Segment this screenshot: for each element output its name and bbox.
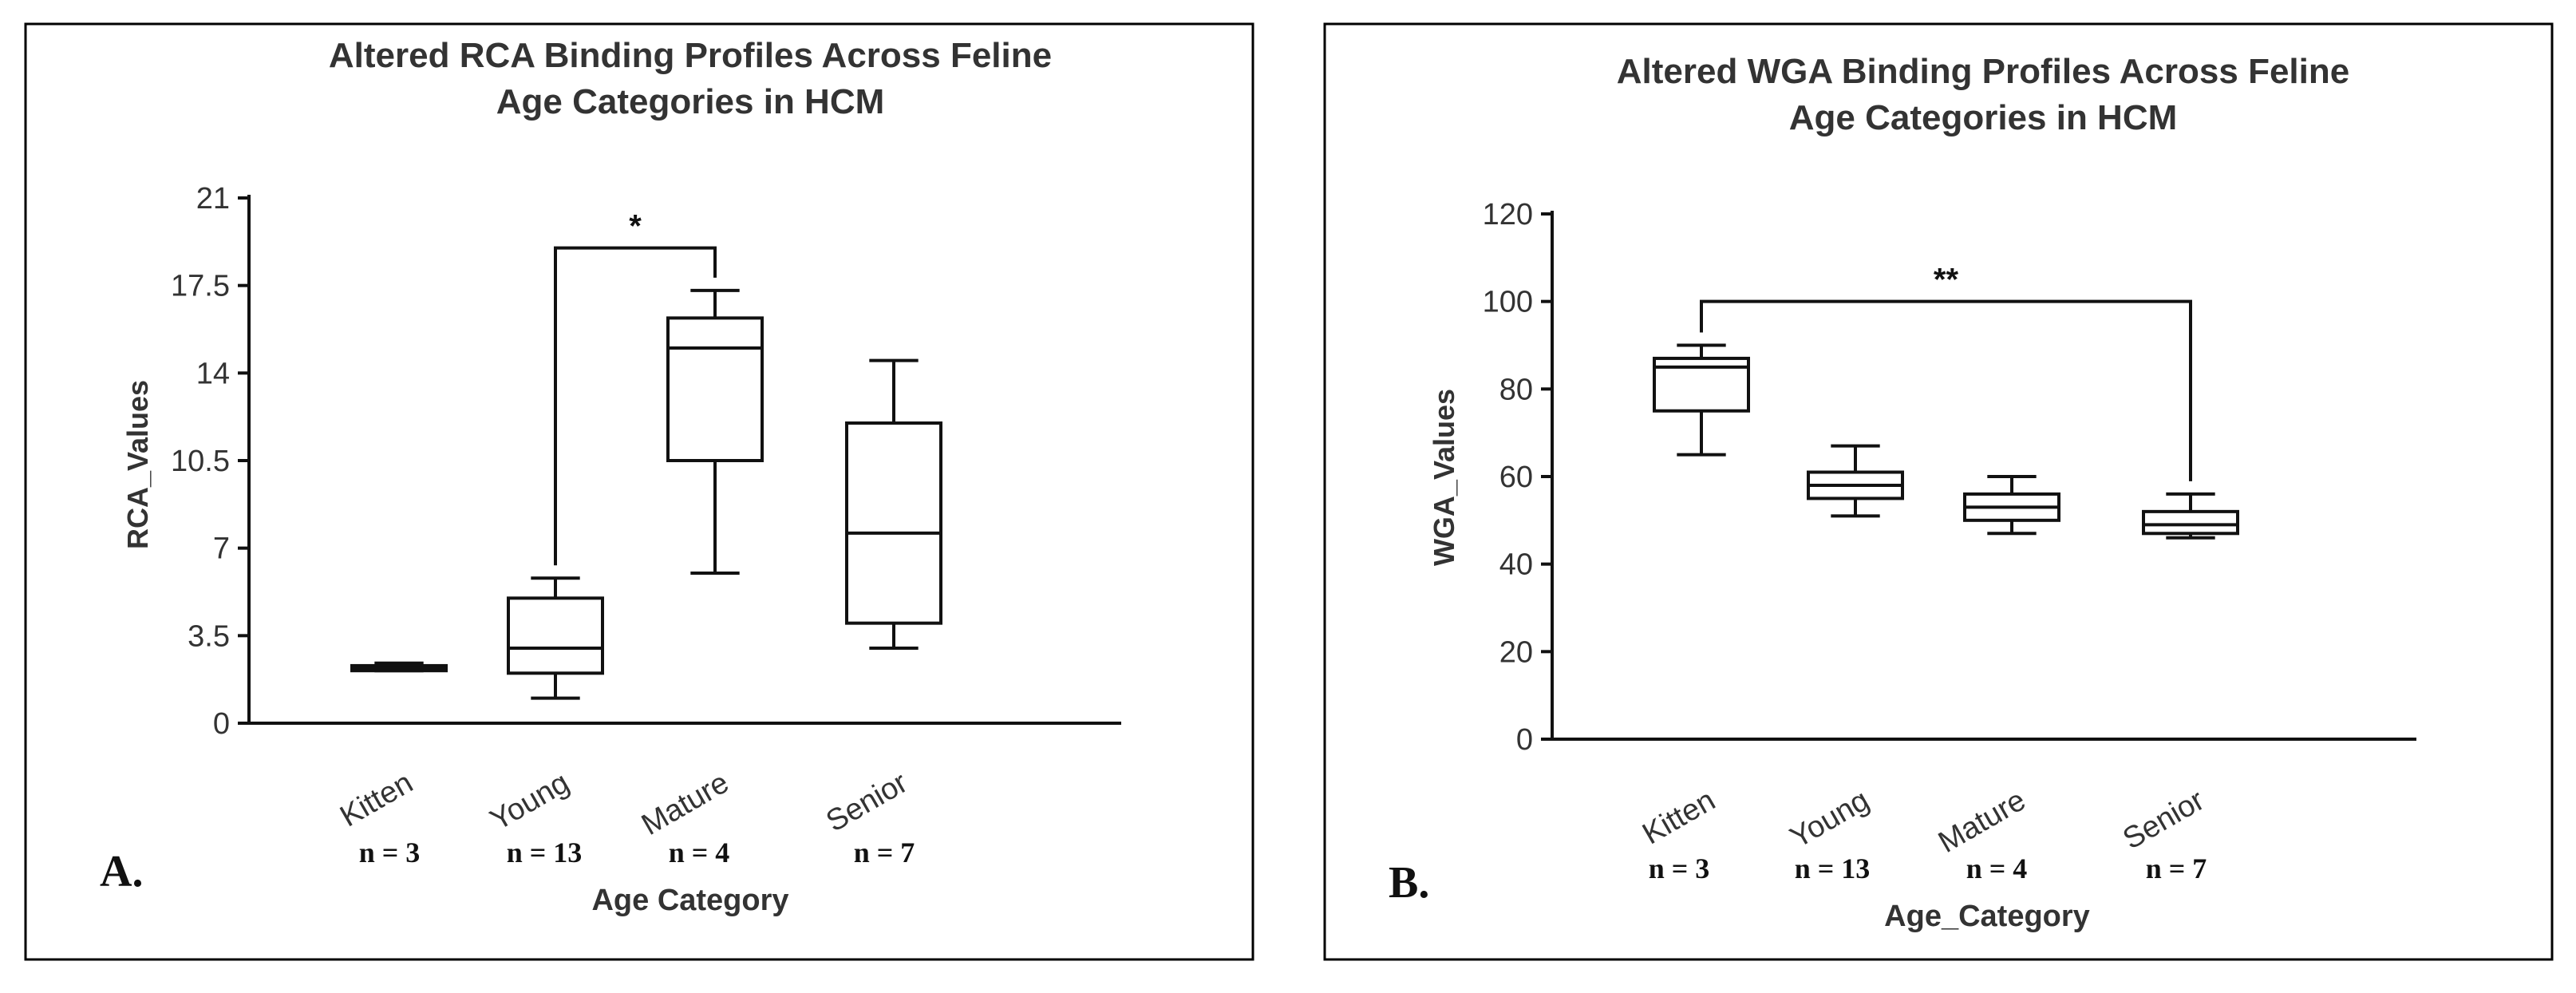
iqr-box xyxy=(845,421,942,625)
panel-a-frame xyxy=(24,22,1254,961)
significance-label: * xyxy=(629,209,642,244)
n-label: n = 7 xyxy=(2146,853,2207,884)
panel-label: B. xyxy=(1389,858,1429,908)
n-label: n = 3 xyxy=(1649,853,1710,884)
n-label: n = 7 xyxy=(854,837,915,868)
panel-label: A. xyxy=(100,847,143,896)
iqr-box xyxy=(666,316,764,462)
y-tick-label: 80 xyxy=(1499,373,1533,406)
n-label: n = 13 xyxy=(1795,853,1871,884)
bracket-line xyxy=(1700,299,2192,481)
iqr-box xyxy=(507,596,604,675)
box-senior xyxy=(2142,492,2239,540)
box-young xyxy=(1807,444,1904,518)
panel-a: Altered RCA Binding Profiles Across Feli… xyxy=(24,22,1254,961)
y-tick-label: 0 xyxy=(1516,723,1533,757)
y-tick-label: 3.5 xyxy=(188,619,230,653)
y-tick-label: 17.5 xyxy=(171,270,230,303)
significance-label: ** xyxy=(1934,263,1959,298)
y-axis-label: RCA_Values xyxy=(121,380,154,549)
n-label: n = 13 xyxy=(507,837,583,868)
significance-bracket: * xyxy=(554,209,717,566)
y-tick-label: 40 xyxy=(1499,548,1533,582)
chart-title-line-2: Age Categories in HCM xyxy=(1789,98,2178,137)
panel-b-frame xyxy=(1323,22,2554,961)
y-tick-label: 0 xyxy=(213,707,230,741)
box-mature xyxy=(1963,475,2060,536)
panel-b: Altered WGA Binding Profiles Across Feli… xyxy=(1323,22,2554,961)
n-label: n = 3 xyxy=(359,837,421,868)
y-tick-label: 21 xyxy=(196,182,230,216)
chart-title-line-1: Altered WGA Binding Profiles Across Feli… xyxy=(1617,52,2349,91)
y-tick-label: 7 xyxy=(213,532,230,566)
y-tick-label: 100 xyxy=(1483,286,1533,319)
chart-title-line-1: Altered RCA Binding Profiles Across Feli… xyxy=(329,36,1052,75)
box-young xyxy=(507,576,604,700)
y-tick-label: 20 xyxy=(1499,635,1533,669)
box-mature xyxy=(666,288,764,575)
iqr-box xyxy=(2142,509,2239,536)
significance-bracket: ** xyxy=(1700,263,2192,481)
y-tick-label: 60 xyxy=(1499,461,1533,494)
box-kitten xyxy=(1653,343,1750,457)
y-tick-label: 14 xyxy=(196,357,230,390)
box-kitten xyxy=(350,661,448,673)
bracket-line xyxy=(554,246,717,566)
y-tick-label: 10.5 xyxy=(171,445,230,478)
y-axis-label: WGA_Values xyxy=(1428,389,1460,566)
n-label: n = 4 xyxy=(669,837,730,868)
x-axis-label: Age_Category xyxy=(1884,900,2090,933)
n-label: n = 4 xyxy=(1966,853,2028,884)
y-tick-label: 120 xyxy=(1483,198,1533,231)
x-axis-label: Age Category xyxy=(591,884,788,917)
box-senior xyxy=(845,358,942,650)
chart-title-line-2: Age Categories in HCM xyxy=(496,82,885,121)
